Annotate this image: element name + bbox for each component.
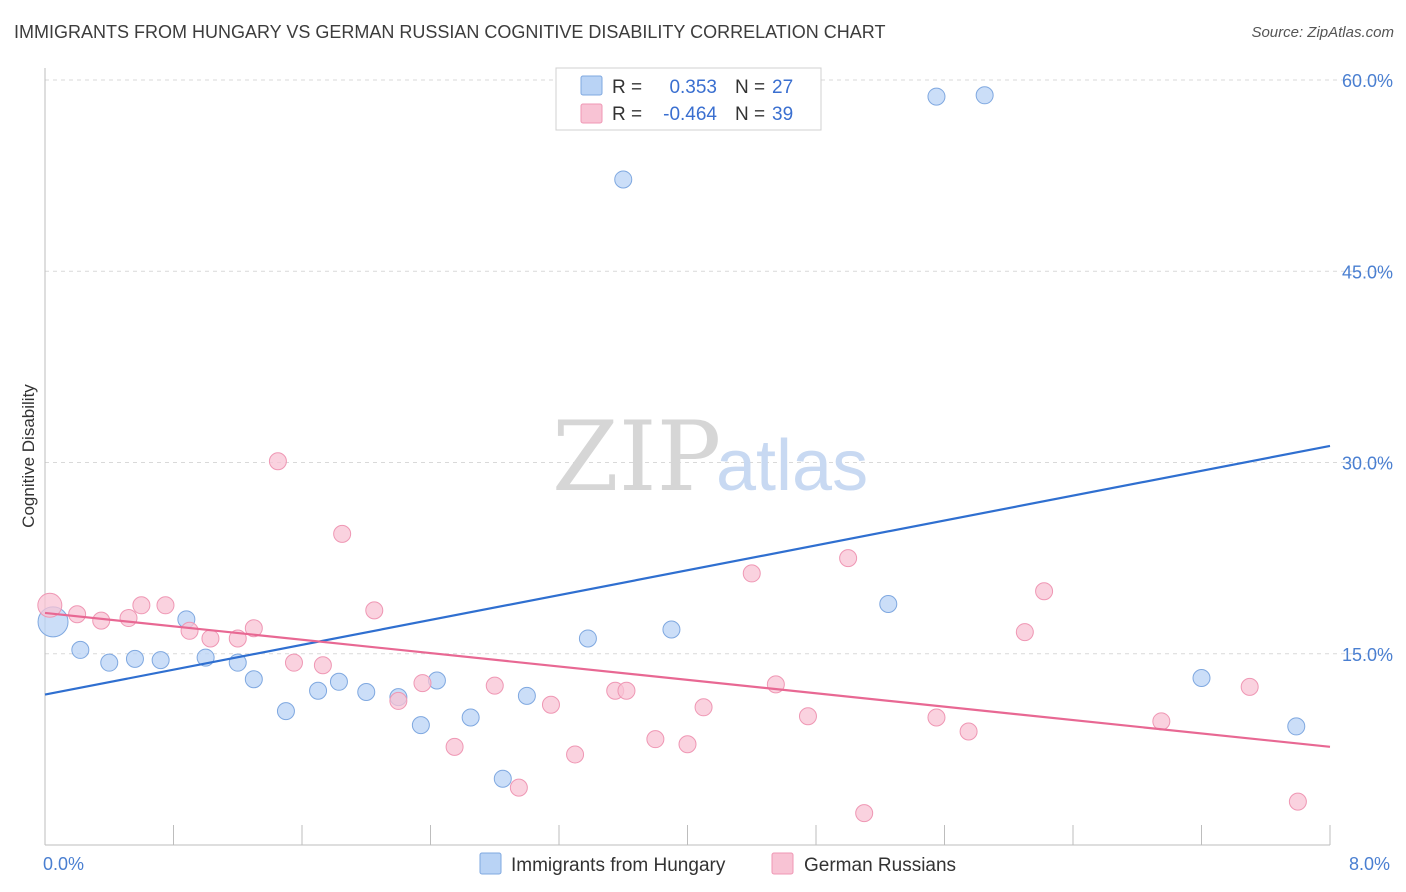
point-german-russians-5 [156, 596, 175, 615]
trendline-german-russians [44, 611, 1331, 748]
point-german-russians-15 [389, 691, 408, 710]
y-axis-label: Cognitive Disability [19, 384, 38, 528]
point-german-russians-10 [268, 452, 287, 471]
point-german-russians-29 [798, 707, 817, 726]
point-german-russians-33 [959, 722, 978, 741]
x-tick-label-min: 0.0% [43, 854, 84, 874]
legend-n-value-2: 39 [772, 104, 793, 125]
y-tick-label-0: 15.0% [1342, 645, 1393, 665]
point-german-russians-7 [201, 629, 220, 648]
point-hungary-3 [125, 649, 144, 668]
point-hungary-20 [614, 170, 633, 189]
point-hungary-19 [578, 629, 597, 648]
point-german-russians-4 [132, 596, 151, 615]
point-german-russians-6 [180, 621, 199, 640]
point-german-russians-25 [678, 735, 697, 754]
point-german-russians-13 [333, 524, 352, 543]
legend-r-label-2: R = [612, 104, 642, 125]
legend-n-label-1: N = [735, 77, 765, 98]
watermark-zip: ZIP [552, 401, 721, 513]
point-german-russians-38 [1288, 792, 1307, 811]
x-tick-label-max: 8.0% [1349, 854, 1390, 874]
point-hungary-9 [276, 702, 295, 721]
point-german-russians-32 [927, 708, 946, 727]
watermark-atlas: atlas [716, 426, 868, 506]
point-hungary-17 [493, 769, 512, 788]
point-german-russians-19 [509, 778, 528, 797]
legend-n-value-1: 27 [772, 77, 793, 98]
point-german-russians-27 [742, 564, 761, 583]
point-hungary-18 [517, 686, 536, 705]
point-hungary-22 [879, 595, 898, 614]
trendline-hungary [44, 444, 1331, 696]
legend-n-label-2: N = [735, 104, 765, 125]
point-hungary-4 [151, 651, 170, 670]
point-german-russians-18 [485, 676, 504, 695]
bottom-legend-label-hungary: Immigrants from Hungary [511, 855, 726, 876]
point-german-russians-21 [566, 745, 585, 764]
watermark: ZIP atlas [552, 401, 868, 513]
point-german-russians-37 [1240, 677, 1259, 696]
point-hungary-23 [927, 87, 946, 106]
series-german-russians-points [37, 452, 1307, 823]
point-hungary-11 [329, 672, 348, 691]
point-hungary-8 [244, 670, 263, 689]
point-german-russians-24 [646, 730, 665, 749]
point-hungary-26 [1287, 717, 1306, 736]
point-hungary-14 [411, 716, 430, 735]
point-german-russians-11 [284, 653, 303, 672]
point-hungary-10 [309, 681, 328, 700]
y-tick-label-2: 45.0% [1342, 262, 1393, 282]
point-german-russians-16 [413, 674, 432, 693]
legend-swatch-hungary [580, 75, 603, 96]
point-german-russians-2 [92, 611, 111, 630]
chart-title: IMMIGRANTS FROM HUNGARY VS GERMAN RUSSIA… [14, 22, 886, 42]
point-german-russians-23 [617, 681, 636, 700]
x-ticks [173, 825, 1331, 845]
point-hungary-1 [71, 640, 90, 659]
point-german-russians-36 [1152, 712, 1171, 731]
trendlines [44, 444, 1331, 748]
legend: R = 0.353 N = 27 R = -0.464 N = 39 [555, 67, 822, 131]
point-german-russians-35 [1035, 582, 1054, 601]
gridlines [45, 79, 1392, 655]
point-hungary-21 [662, 620, 681, 639]
point-german-russians-0 [37, 592, 63, 618]
bottom-legend: Immigrants from Hungary German Russians [479, 852, 956, 876]
point-german-russians-14 [365, 601, 384, 620]
legend-r-label-1: R = [612, 77, 642, 98]
legend-r-value-2: -0.464 [663, 104, 717, 125]
source-label: Source: ZipAtlas.com [1251, 24, 1394, 41]
y-tick-label-3: 60.0% [1342, 71, 1393, 91]
bottom-legend-label-german-russians: German Russians [804, 855, 956, 876]
bottom-legend-swatch-german-russians [771, 852, 794, 875]
point-german-russians-26 [694, 698, 713, 717]
point-hungary-16 [461, 708, 480, 727]
bottom-legend-swatch-hungary [479, 852, 502, 875]
point-german-russians-3 [119, 609, 138, 628]
point-german-russians-12 [313, 656, 332, 675]
point-german-russians-20 [541, 695, 560, 714]
point-hungary-12 [357, 683, 376, 701]
legend-swatch-german-russians [580, 103, 603, 124]
point-german-russians-30 [839, 549, 858, 568]
point-hungary-25 [1192, 668, 1211, 687]
point-hungary-24 [975, 86, 994, 105]
point-german-russians-1 [68, 605, 87, 624]
point-hungary-2 [100, 653, 119, 672]
y-tick-label-1: 30.0% [1342, 454, 1393, 474]
y-tick-labels: 15.0% 30.0% 45.0% 60.0% [1342, 71, 1393, 665]
point-german-russians-34 [1015, 623, 1034, 642]
point-german-russians-17 [445, 737, 464, 756]
point-german-russians-9 [244, 619, 263, 638]
point-german-russians-31 [855, 804, 874, 823]
legend-r-value-1: 0.353 [669, 77, 717, 98]
